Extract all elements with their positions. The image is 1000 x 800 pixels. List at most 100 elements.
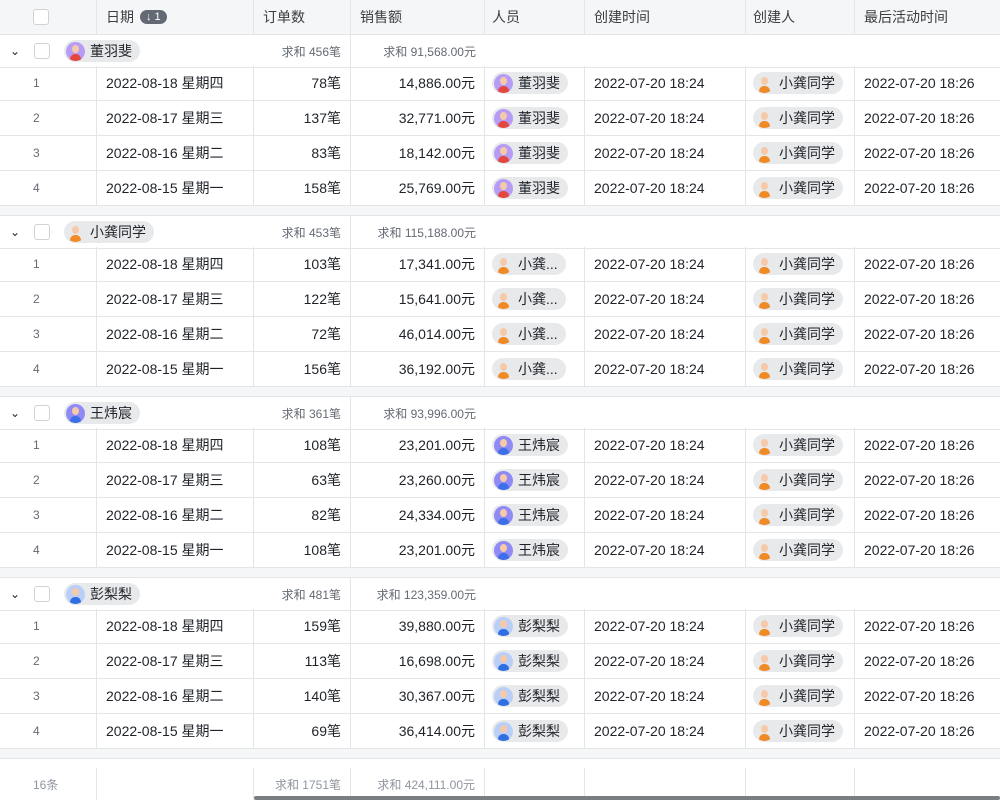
- person-cell[interactable]: 小龚...: [485, 282, 585, 316]
- person-cell[interactable]: 王炜宸: [485, 498, 585, 532]
- group-checkbox[interactable]: [34, 224, 50, 240]
- group-header[interactable]: ⌄ 彭梨梨 求和 481笔 求和 123,359.00元: [0, 578, 1000, 611]
- creator-cell[interactable]: 小龚同学: [746, 247, 855, 281]
- orders-cell[interactable]: 108笔: [254, 428, 351, 462]
- table-row[interactable]: 2 2022-08-17 星期三 122笔 15,641.00元 小龚... 2…: [0, 282, 1000, 317]
- horizontal-scrollbar[interactable]: [254, 796, 1000, 800]
- sales-cell[interactable]: 16,698.00元: [351, 644, 485, 678]
- group-order-sum[interactable]: 求和 361笔: [254, 397, 351, 429]
- last-active-cell[interactable]: 2022-07-20 18:26: [864, 618, 975, 634]
- footer-sales-sum[interactable]: 求和 424,111.00元: [351, 768, 485, 800]
- date-cell[interactable]: 2022-08-18 星期四: [97, 66, 254, 100]
- table-row[interactable]: 1 2022-08-18 星期四 159笔 39,880.00元 彭梨梨 202…: [0, 609, 1000, 644]
- last-active-cell[interactable]: 2022-07-20 18:26: [864, 145, 975, 161]
- column-header-created-time[interactable]: 创建时间: [585, 0, 746, 34]
- last-active-cell[interactable]: 2022-07-20 18:26: [864, 291, 975, 307]
- group-order-sum[interactable]: 求和 481笔: [254, 578, 351, 610]
- created-time-cell[interactable]: 2022-07-20 18:24: [585, 101, 746, 135]
- column-header-person[interactable]: 人员: [485, 0, 585, 34]
- last-active-cell[interactable]: 2022-07-20 18:26: [864, 688, 975, 704]
- creator-cell[interactable]: 小龚同学: [746, 136, 855, 170]
- last-active-cell[interactable]: 2022-07-20 18:26: [864, 542, 975, 558]
- table-row[interactable]: 3 2022-08-16 星期二 82笔 24,334.00元 王炜宸 2022…: [0, 498, 1000, 533]
- last-active-cell[interactable]: 2022-07-20 18:26: [864, 507, 975, 523]
- date-cell[interactable]: 2022-08-18 星期四: [97, 609, 254, 643]
- person-cell[interactable]: 彭梨梨: [485, 644, 585, 678]
- person-cell[interactable]: 小龚...: [485, 247, 585, 281]
- group-order-sum[interactable]: 求和 456笔: [254, 35, 351, 67]
- sales-cell[interactable]: 23,260.00元: [351, 463, 485, 497]
- orders-cell[interactable]: 82笔: [254, 498, 351, 532]
- table-row[interactable]: 1 2022-08-18 星期四 103笔 17,341.00元 小龚... 2…: [0, 247, 1000, 282]
- date-cell[interactable]: 2022-08-16 星期二: [97, 136, 254, 170]
- created-time-cell[interactable]: 2022-07-20 18:24: [585, 609, 746, 643]
- select-all-checkbox[interactable]: [33, 9, 49, 25]
- sales-cell[interactable]: 36,414.00元: [351, 714, 485, 748]
- group-header[interactable]: ⌄ 小龚同学 求和 453笔 求和 115,188.00元: [0, 216, 1000, 249]
- sort-badge[interactable]: ↓ 1: [140, 10, 167, 24]
- creator-cell[interactable]: 小龚同学: [746, 317, 855, 351]
- table-row[interactable]: 4 2022-08-15 星期一 156笔 36,192.00元 小龚... 2…: [0, 352, 1000, 387]
- group-header[interactable]: ⌄ 王炜宸 求和 361笔 求和 93,996.00元: [0, 397, 1000, 430]
- person-cell[interactable]: 董羽斐: [485, 136, 585, 170]
- column-header-orders[interactable]: 订单数: [254, 0, 351, 34]
- person-cell[interactable]: 董羽斐: [485, 66, 585, 100]
- table-row[interactable]: 3 2022-08-16 星期二 72笔 46,014.00元 小龚... 20…: [0, 317, 1000, 352]
- created-time-cell[interactable]: 2022-07-20 18:24: [585, 463, 746, 497]
- person-cell[interactable]: 彭梨梨: [485, 609, 585, 643]
- column-header-sales[interactable]: 销售额: [351, 0, 485, 34]
- orders-cell[interactable]: 122笔: [254, 282, 351, 316]
- created-time-cell[interactable]: 2022-07-20 18:24: [585, 317, 746, 351]
- sales-cell[interactable]: 36,192.00元: [351, 352, 485, 386]
- date-cell[interactable]: 2022-08-16 星期二: [97, 679, 254, 713]
- created-time-cell[interactable]: 2022-07-20 18:24: [585, 66, 746, 100]
- creator-cell[interactable]: 小龚同学: [746, 66, 855, 100]
- creator-cell[interactable]: 小龚同学: [746, 352, 855, 386]
- last-active-cell[interactable]: 2022-07-20 18:26: [864, 472, 975, 488]
- last-active-cell[interactable]: 2022-07-20 18:26: [864, 653, 975, 669]
- group-sales-sum[interactable]: 求和 115,188.00元: [377, 225, 476, 240]
- created-time-cell[interactable]: 2022-07-20 18:24: [585, 352, 746, 386]
- date-cell[interactable]: 2022-08-15 星期一: [97, 171, 254, 205]
- date-cell[interactable]: 2022-08-17 星期三: [97, 644, 254, 678]
- date-cell[interactable]: 2022-08-18 星期四: [97, 428, 254, 462]
- last-active-cell[interactable]: 2022-07-20 18:26: [864, 723, 975, 739]
- orders-cell[interactable]: 108笔: [254, 533, 351, 567]
- last-active-cell[interactable]: 2022-07-20 18:26: [864, 437, 975, 453]
- creator-cell[interactable]: 小龚同学: [746, 679, 855, 713]
- date-cell[interactable]: 2022-08-15 星期一: [97, 352, 254, 386]
- date-cell[interactable]: 2022-08-16 星期二: [97, 498, 254, 532]
- creator-cell[interactable]: 小龚同学: [746, 714, 855, 748]
- table-row[interactable]: 2 2022-08-17 星期三 63笔 23,260.00元 王炜宸 2022…: [0, 463, 1000, 498]
- sales-cell[interactable]: 17,341.00元: [351, 247, 485, 281]
- creator-cell[interactable]: 小龚同学: [746, 171, 855, 205]
- last-active-cell[interactable]: 2022-07-20 18:26: [864, 110, 975, 126]
- person-cell[interactable]: 小龚...: [485, 317, 585, 351]
- creator-cell[interactable]: 小龚同学: [746, 282, 855, 316]
- orders-cell[interactable]: 137笔: [254, 101, 351, 135]
- orders-cell[interactable]: 63笔: [254, 463, 351, 497]
- column-header-last-active[interactable]: 最后活动时间: [855, 0, 1000, 34]
- group-sales-sum[interactable]: 求和 123,359.00元: [376, 587, 476, 602]
- last-active-cell[interactable]: 2022-07-20 18:26: [864, 180, 975, 196]
- sales-cell[interactable]: 25,769.00元: [351, 171, 485, 205]
- date-cell[interactable]: 2022-08-17 星期三: [97, 101, 254, 135]
- date-cell[interactable]: 2022-08-16 星期二: [97, 317, 254, 351]
- sales-cell[interactable]: 14,886.00元: [351, 66, 485, 100]
- date-cell[interactable]: 2022-08-17 星期三: [97, 282, 254, 316]
- group-checkbox[interactable]: [34, 405, 50, 421]
- table-row[interactable]: 4 2022-08-15 星期一 158笔 25,769.00元 董羽斐 202…: [0, 171, 1000, 206]
- sales-cell[interactable]: 15,641.00元: [351, 282, 485, 316]
- date-cell[interactable]: 2022-08-18 星期四: [97, 247, 254, 281]
- orders-cell[interactable]: 156笔: [254, 352, 351, 386]
- date-cell[interactable]: 2022-08-17 星期三: [97, 463, 254, 497]
- created-time-cell[interactable]: 2022-07-20 18:24: [585, 644, 746, 678]
- creator-cell[interactable]: 小龚同学: [746, 609, 855, 643]
- created-time-cell[interactable]: 2022-07-20 18:24: [585, 533, 746, 567]
- table-row[interactable]: 3 2022-08-16 星期二 83笔 18,142.00元 董羽斐 2022…: [0, 136, 1000, 171]
- table-row[interactable]: 1 2022-08-18 星期四 78笔 14,886.00元 董羽斐 2022…: [0, 66, 1000, 101]
- table-row[interactable]: 2 2022-08-17 星期三 137笔 32,771.00元 董羽斐 202…: [0, 101, 1000, 136]
- orders-cell[interactable]: 140笔: [254, 679, 351, 713]
- sales-cell[interactable]: 24,334.00元: [351, 498, 485, 532]
- last-active-cell[interactable]: 2022-07-20 18:26: [864, 256, 975, 272]
